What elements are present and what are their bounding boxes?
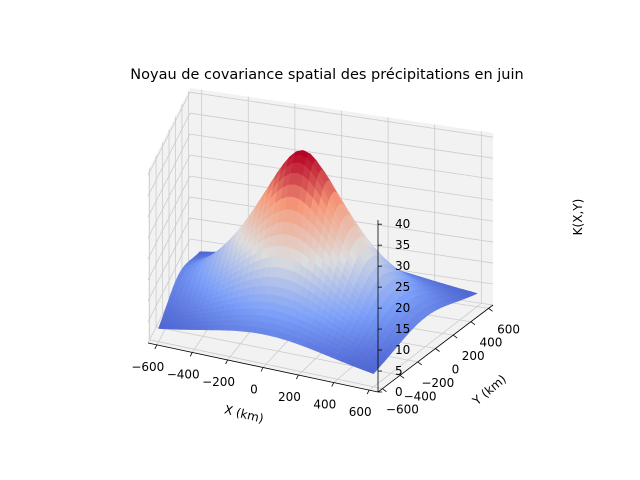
y-tick-mark [435, 348, 440, 352]
x-ticks: −600−400−200 0 200 400 600 [131, 344, 372, 419]
x-tick-label: −400 [167, 367, 200, 381]
z-gridline-left [147, 92, 191, 176]
z-gridline-left [147, 112, 191, 197]
z-gridline-back [189, 112, 494, 159]
z-gridline-left [147, 196, 191, 281]
z-tick-label: 40 [395, 217, 410, 231]
y-axis-label: Y (km) [469, 372, 509, 409]
z-gridline-back [189, 175, 494, 222]
y-tick-mark [488, 308, 493, 312]
z-gridline-left [147, 133, 191, 218]
covariance-surface [158, 150, 478, 374]
x-tick-label: 0 [250, 383, 258, 397]
x-tick-mark [331, 382, 335, 387]
x-tick-mark [296, 374, 299, 380]
x-tick-mark [260, 367, 264, 372]
z-tick-label: 30 [395, 259, 410, 273]
x-tick-label: 600 [349, 405, 372, 419]
x-tick-mark [154, 344, 158, 350]
y-tick-mark [417, 361, 423, 366]
z-axis-label: K(X,Y) [571, 199, 585, 236]
y-tick-label: −200 [421, 376, 454, 390]
z-tick-label: 35 [395, 238, 410, 252]
z-gridline-left [147, 175, 191, 260]
y-tick-mark [452, 334, 458, 339]
x-tick-label: −600 [131, 360, 164, 374]
z-tick-label: 20 [395, 301, 410, 315]
y-tick-label: 0 [452, 363, 460, 377]
z-tick-label: 5 [395, 364, 403, 378]
z-gridline-left [147, 217, 191, 302]
x-tick-mark [366, 389, 370, 395]
z-tick-label: 0 [395, 385, 403, 399]
x-tick-label: 200 [278, 390, 301, 404]
y-tick-mark [399, 374, 405, 379]
y-gridline-floor [149, 339, 383, 390]
y-tick-label: −600 [386, 403, 419, 417]
z-tick-label: 25 [395, 280, 410, 294]
y-tick-label: 200 [462, 349, 485, 363]
y-tick-label: 600 [497, 322, 520, 336]
x-tick-mark [225, 359, 228, 365]
z-gridline-back [189, 154, 494, 201]
z-ticks: 0 5 10 15 20 25 30 35 40 [378, 217, 410, 399]
z-gridline-left [147, 154, 191, 239]
y-tick-label: 400 [479, 336, 502, 350]
x-axis-label: X (km) [223, 402, 265, 425]
x-tick-label: −200 [202, 375, 235, 389]
chart-title: Noyau de covariance spatial des précipit… [130, 67, 523, 83]
y-tick-mark [382, 388, 387, 392]
y-tick-mark [470, 321, 476, 326]
surface-facet [367, 368, 377, 374]
z-tick-label: 10 [395, 343, 410, 357]
z-tick-label: 15 [395, 322, 410, 336]
z-gridline-left [147, 238, 191, 323]
x-tick-mark [189, 352, 193, 357]
x-tick-label: 400 [313, 398, 336, 412]
z-gridline-back [189, 91, 494, 138]
z-gridline-back [189, 133, 494, 180]
y-tick-label: −400 [404, 389, 437, 403]
